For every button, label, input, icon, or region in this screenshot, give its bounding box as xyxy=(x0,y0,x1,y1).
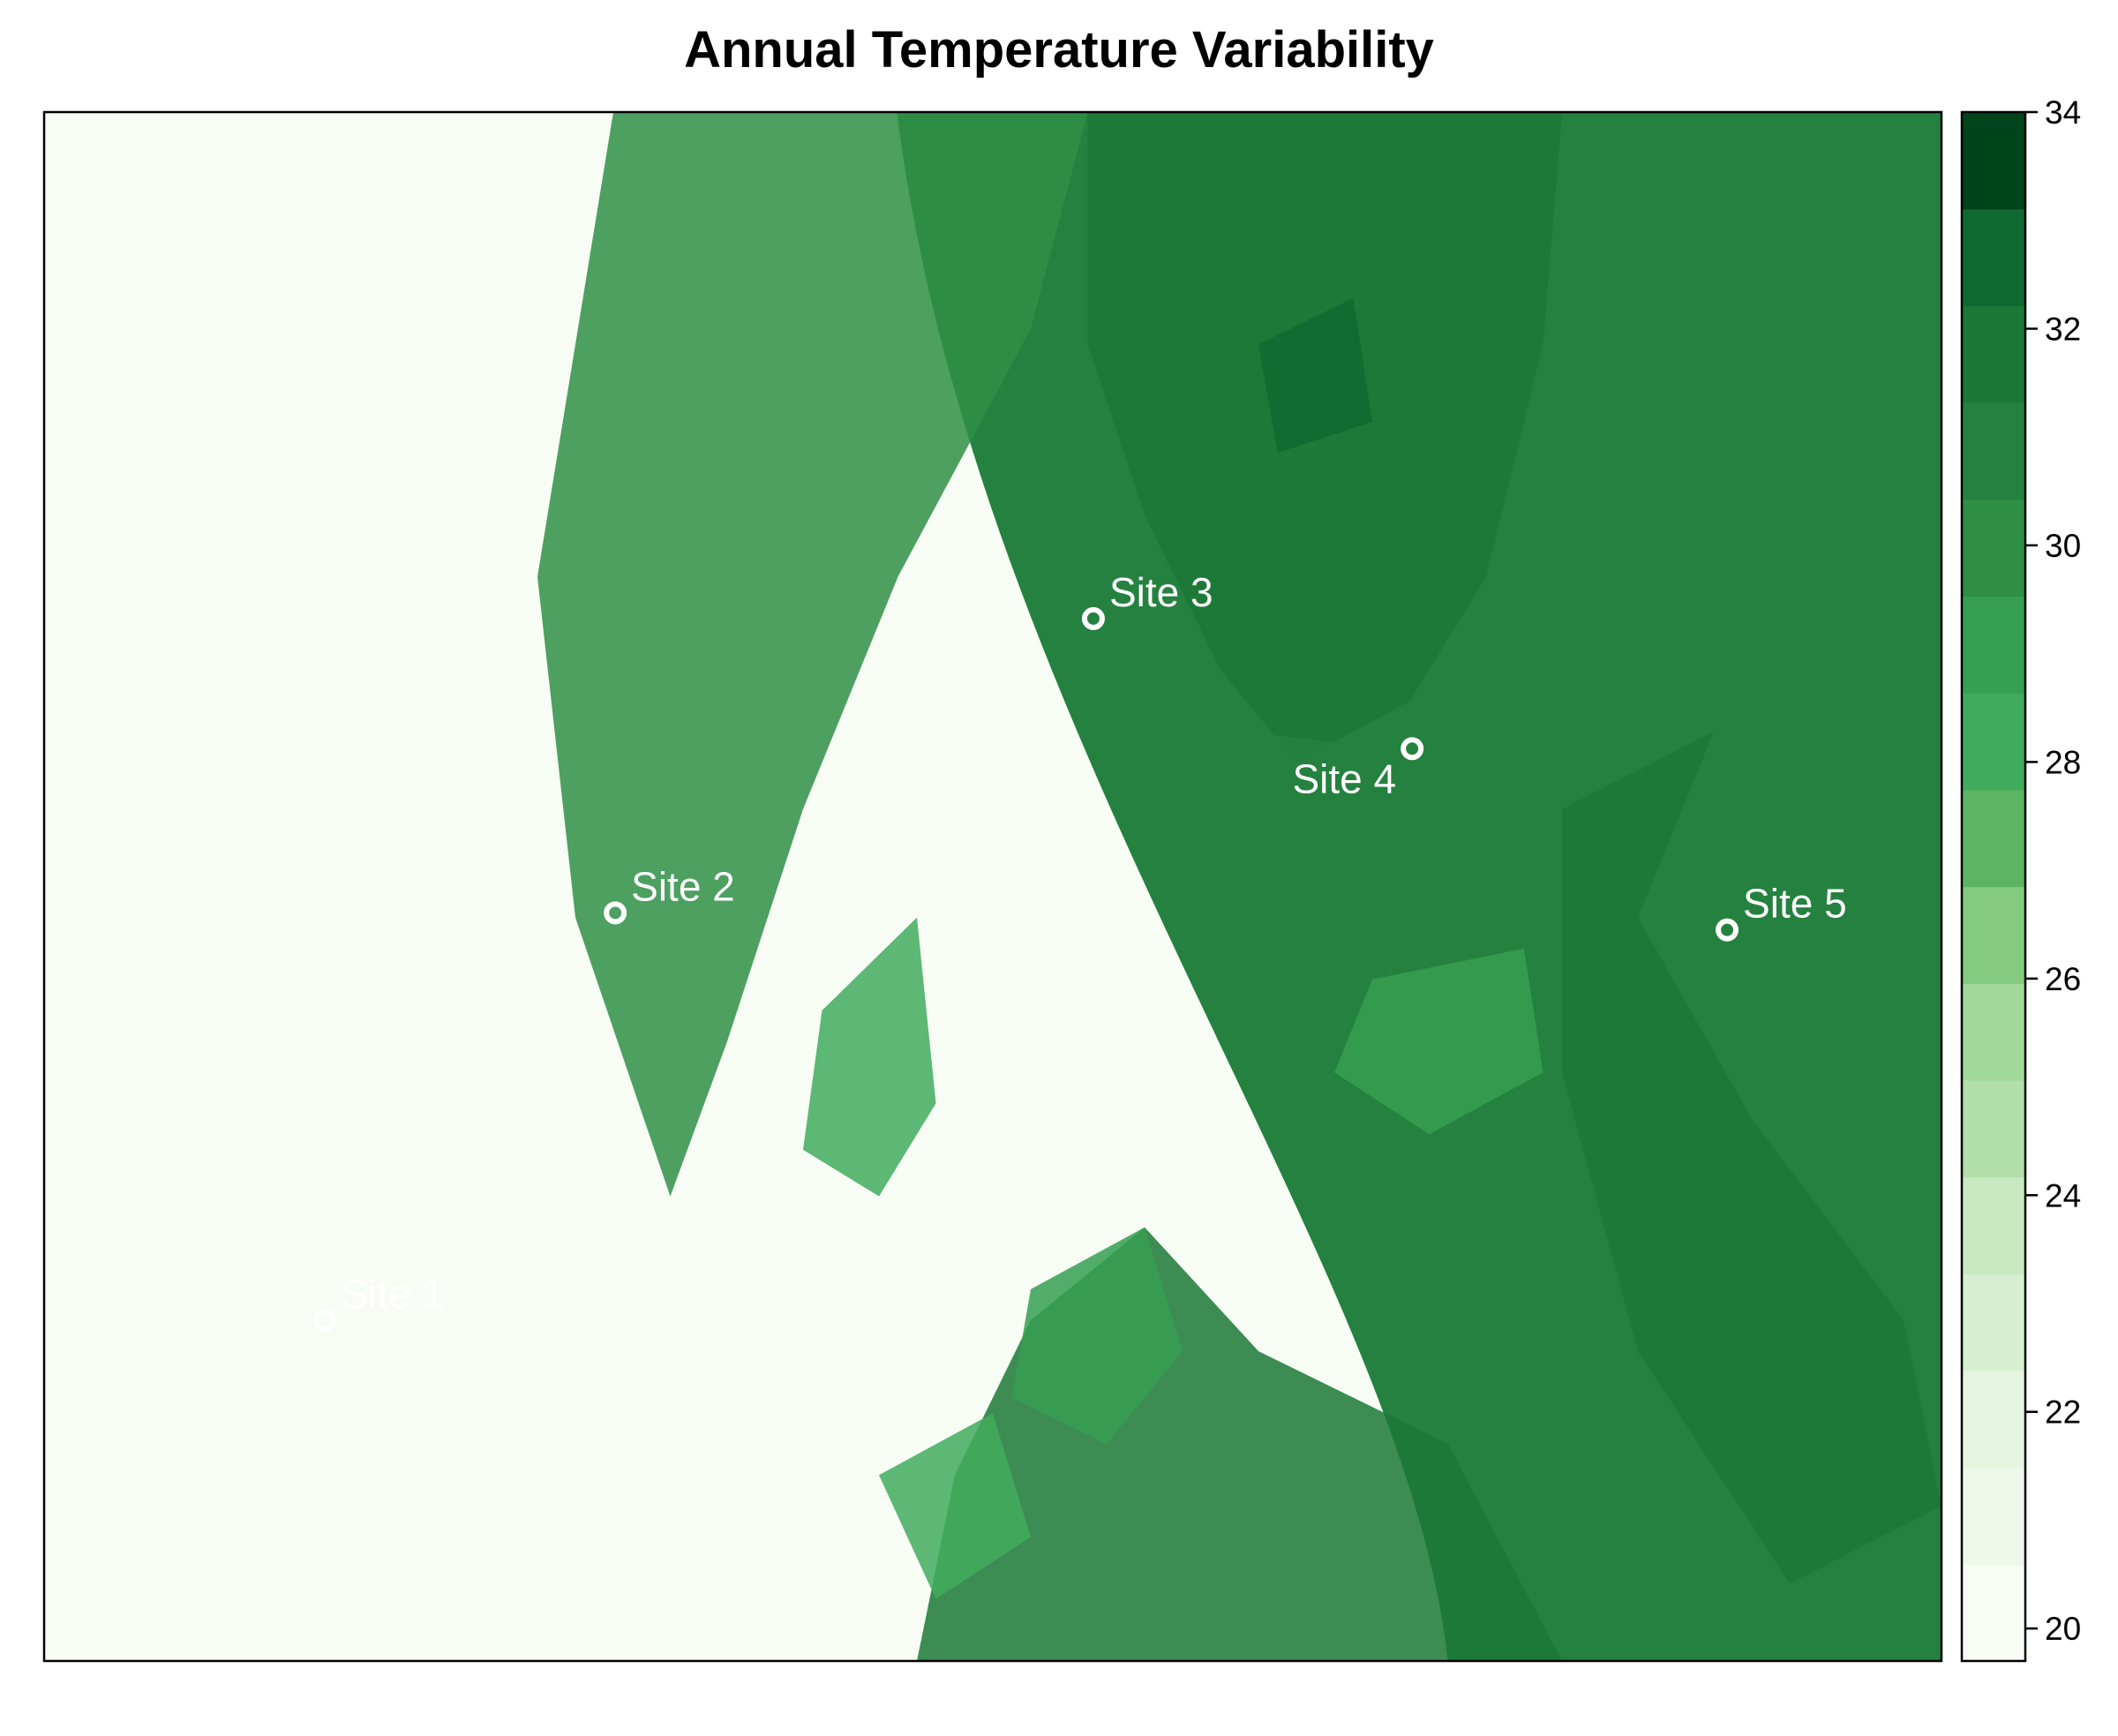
terrain-patch xyxy=(1258,297,1372,454)
colorbar-step xyxy=(1962,886,2025,984)
colorbar-tick-label: 30 xyxy=(2045,528,2081,564)
colorbar-step xyxy=(1962,1079,2025,1178)
site-label: Site 3 xyxy=(1109,569,1213,615)
colorbar-step xyxy=(1962,983,2025,1081)
colorbar-ticks: 20 22 24 26 28 30 32 34 xyxy=(2025,94,2081,1647)
terrain-patches xyxy=(537,112,1942,1661)
colorbar-step xyxy=(1962,1564,2025,1662)
map-panel: Site 1 Site 2 Site 3 Site 4 Site 5 xyxy=(42,110,1943,1663)
colorbar-tick-label: 26 xyxy=(2045,961,2081,997)
site-marker[interactable]: Site 5 xyxy=(1716,881,1847,942)
site-label: Site 4 xyxy=(1293,755,1397,801)
colorbar-tick-label: 28 xyxy=(2045,744,2081,780)
colorbar-tick-label: 22 xyxy=(2045,1394,2081,1431)
colorbar-steps xyxy=(1962,112,2025,1662)
temperature-raster xyxy=(44,112,1942,1661)
colorbar-tick-label: 32 xyxy=(2045,311,2081,347)
temperature-bands xyxy=(44,112,1448,1661)
colorbar-step xyxy=(1962,499,2025,597)
site-point[interactable] xyxy=(1081,606,1105,630)
site-marker[interactable]: Site 4 xyxy=(1293,737,1424,801)
site-point[interactable] xyxy=(604,901,627,925)
site-point[interactable] xyxy=(313,1308,337,1332)
colorbar-step xyxy=(1962,402,2025,500)
colorbar-tick-label: 34 xyxy=(2045,94,2081,131)
site-marker[interactable]: Site 2 xyxy=(604,863,735,925)
colorbar-tick-label: 20 xyxy=(2045,1611,2081,1647)
colorbar-step xyxy=(1962,1176,2025,1274)
terrain-patch xyxy=(1334,948,1543,1135)
terrain-patch xyxy=(537,112,1088,1197)
colorbar-step xyxy=(1962,693,2025,791)
site-marker[interactable]: Site 3 xyxy=(1081,569,1213,630)
colorbar-step xyxy=(1962,596,2025,694)
terrain-patch xyxy=(1011,1227,1183,1445)
site-marker[interactable]: Site 1 xyxy=(313,1271,445,1332)
site-point[interactable] xyxy=(1716,918,1739,942)
colorbar-frame xyxy=(1960,110,2027,1663)
colorbar-tick-label: 24 xyxy=(2045,1177,2081,1214)
terrain-patch xyxy=(803,917,936,1197)
colorbar-step xyxy=(1962,208,2025,306)
map-frame xyxy=(42,110,1943,1663)
map-title: Annual Temperature Variability xyxy=(684,21,1434,79)
site-label: Site 2 xyxy=(631,863,735,909)
terrain-patch xyxy=(879,1413,1031,1599)
site-label: Site 5 xyxy=(1743,881,1847,927)
site-point[interactable] xyxy=(1401,737,1424,761)
colorbar-step xyxy=(1962,789,2025,888)
colorbar-step xyxy=(1962,112,2025,210)
colorbar-step xyxy=(1962,1370,2025,1469)
site-markers: Site 1 Site 2 Site 3 Site 4 Site 5 xyxy=(313,569,1847,1332)
colorbar: 20 22 24 26 28 30 32 34 xyxy=(1960,94,2081,1663)
site-label: Site 1 xyxy=(341,1271,445,1317)
terrain-patch xyxy=(1562,732,1942,1584)
colorbar-step xyxy=(1962,1274,2025,1372)
colorbar-step xyxy=(1962,1467,2025,1565)
colorbar-step xyxy=(1962,305,2025,403)
